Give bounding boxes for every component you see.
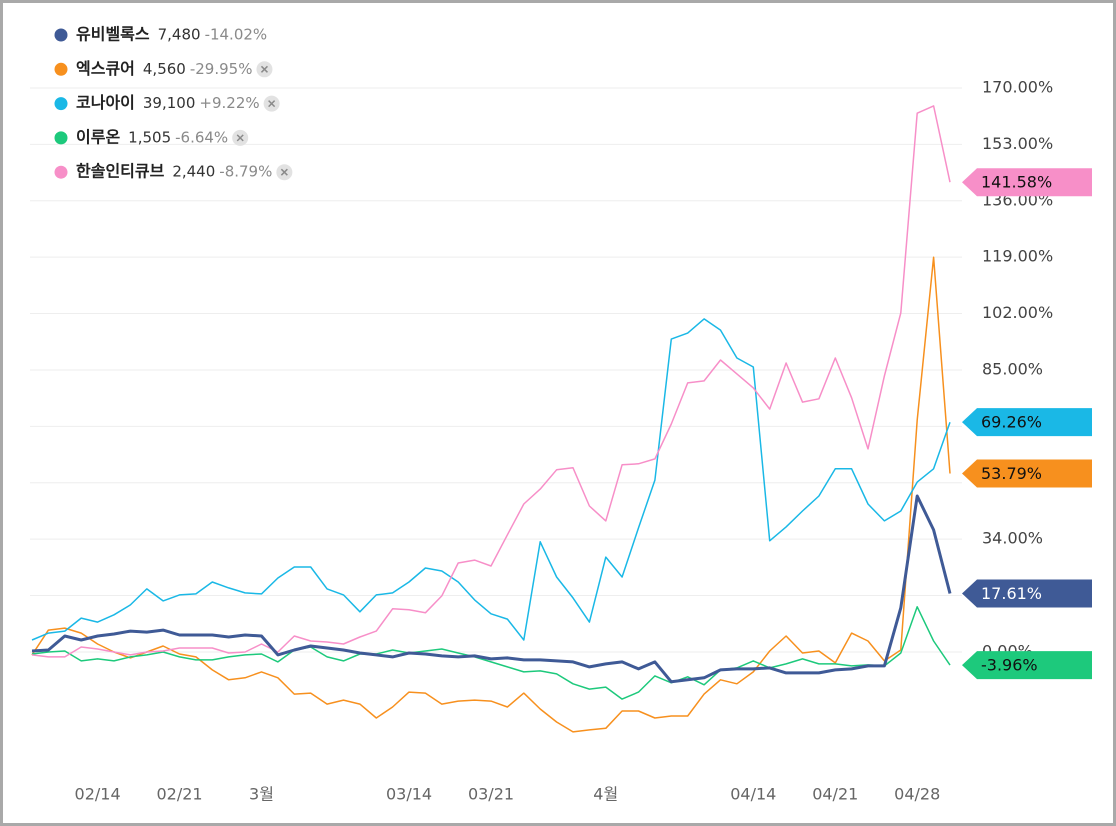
legend-price: 7,480 bbox=[158, 26, 201, 44]
badge-shape bbox=[962, 168, 1092, 197]
badge-label: 141.58% bbox=[981, 173, 1052, 192]
y-tick-label: 170.00% bbox=[982, 77, 1053, 96]
x-tick-label: 03/21 bbox=[468, 785, 514, 804]
x-tick-label: 02/14 bbox=[75, 785, 121, 804]
legend-dot bbox=[54, 131, 68, 145]
legend-remove[interactable] bbox=[276, 164, 293, 181]
legend-dot bbox=[54, 28, 68, 42]
badge-shape bbox=[962, 579, 1092, 608]
legend-remove[interactable] bbox=[256, 61, 273, 78]
remove-icon bbox=[260, 65, 268, 73]
legend-dot bbox=[54, 165, 68, 179]
remove-icon bbox=[280, 168, 288, 176]
x-tick-label: 4월 bbox=[593, 785, 618, 804]
legend-item: 코나아이 39,100 +9.22% bbox=[54, 93, 280, 112]
remove-icon bbox=[268, 100, 276, 108]
legend-change: -29.95% bbox=[190, 60, 253, 78]
legend-change: -14.02% bbox=[205, 26, 268, 44]
series-line bbox=[31, 318, 951, 641]
legend-change: +9.22% bbox=[199, 94, 259, 112]
legend-name: 유비벨록스 bbox=[76, 25, 150, 44]
end-badge: 69.26% bbox=[962, 408, 1092, 437]
legend-item: 한솔인티큐브 2,440 -8.79% bbox=[54, 162, 293, 181]
badge-label: 53.79% bbox=[981, 464, 1042, 483]
badge-shape bbox=[962, 459, 1092, 488]
end-badge: 17.61% bbox=[962, 579, 1092, 608]
x-tick-label: 04/14 bbox=[730, 785, 776, 804]
x-tick-label: 3월 bbox=[249, 785, 274, 804]
legend-remove[interactable] bbox=[263, 95, 280, 112]
badge-shape bbox=[962, 651, 1092, 680]
legend-name: 코나아이 bbox=[76, 93, 135, 112]
badge-label: 69.26% bbox=[981, 413, 1042, 432]
end-badge: 141.58% bbox=[962, 168, 1092, 197]
y-tick-label: 34.00% bbox=[982, 529, 1043, 548]
legend-change: -8.79% bbox=[219, 163, 272, 181]
series-line bbox=[31, 494, 952, 684]
x-tick-label: 02/21 bbox=[156, 785, 202, 804]
series-line bbox=[31, 105, 951, 658]
legend-change: -6.64% bbox=[175, 128, 228, 146]
legend-item: 엑스큐어 4,560 -29.95% bbox=[54, 59, 273, 78]
legend-name: 이루온 bbox=[76, 127, 120, 146]
legend-price: 4,560 bbox=[143, 60, 186, 78]
legend-remove[interactable] bbox=[232, 129, 249, 146]
legend-name: 엑스큐어 bbox=[76, 59, 135, 78]
end-badge: 53.79% bbox=[962, 459, 1092, 488]
legend-price: 39,100 bbox=[143, 94, 196, 112]
badge-label: 17.61% bbox=[981, 584, 1042, 603]
end-badge: -3.96% bbox=[962, 651, 1092, 680]
y-tick-label: 153.00% bbox=[982, 134, 1053, 153]
remove-icon bbox=[236, 134, 244, 142]
x-tick-label: 04/21 bbox=[812, 785, 858, 804]
badge-shape bbox=[962, 408, 1092, 437]
x-tick-label: 04/28 bbox=[894, 785, 940, 804]
y-tick-label: 85.00% bbox=[982, 359, 1043, 378]
badge-label: -3.96% bbox=[981, 656, 1038, 675]
legend-dot bbox=[54, 62, 68, 76]
legend-dot bbox=[54, 97, 68, 111]
series-line bbox=[31, 256, 951, 733]
y-tick-label: 119.00% bbox=[982, 247, 1053, 266]
legend-item: 유비벨록스 7,480 -14.02% bbox=[54, 25, 268, 44]
legend-item: 이루온 1,505 -6.64% bbox=[54, 127, 249, 146]
legend-price: 1,505 bbox=[128, 128, 171, 146]
series-line bbox=[31, 606, 951, 700]
legend-price: 2,440 bbox=[172, 163, 215, 181]
y-tick-label: 102.00% bbox=[982, 303, 1053, 322]
legend-name: 한솔인티큐브 bbox=[76, 162, 165, 181]
x-tick-label: 03/14 bbox=[386, 785, 432, 804]
